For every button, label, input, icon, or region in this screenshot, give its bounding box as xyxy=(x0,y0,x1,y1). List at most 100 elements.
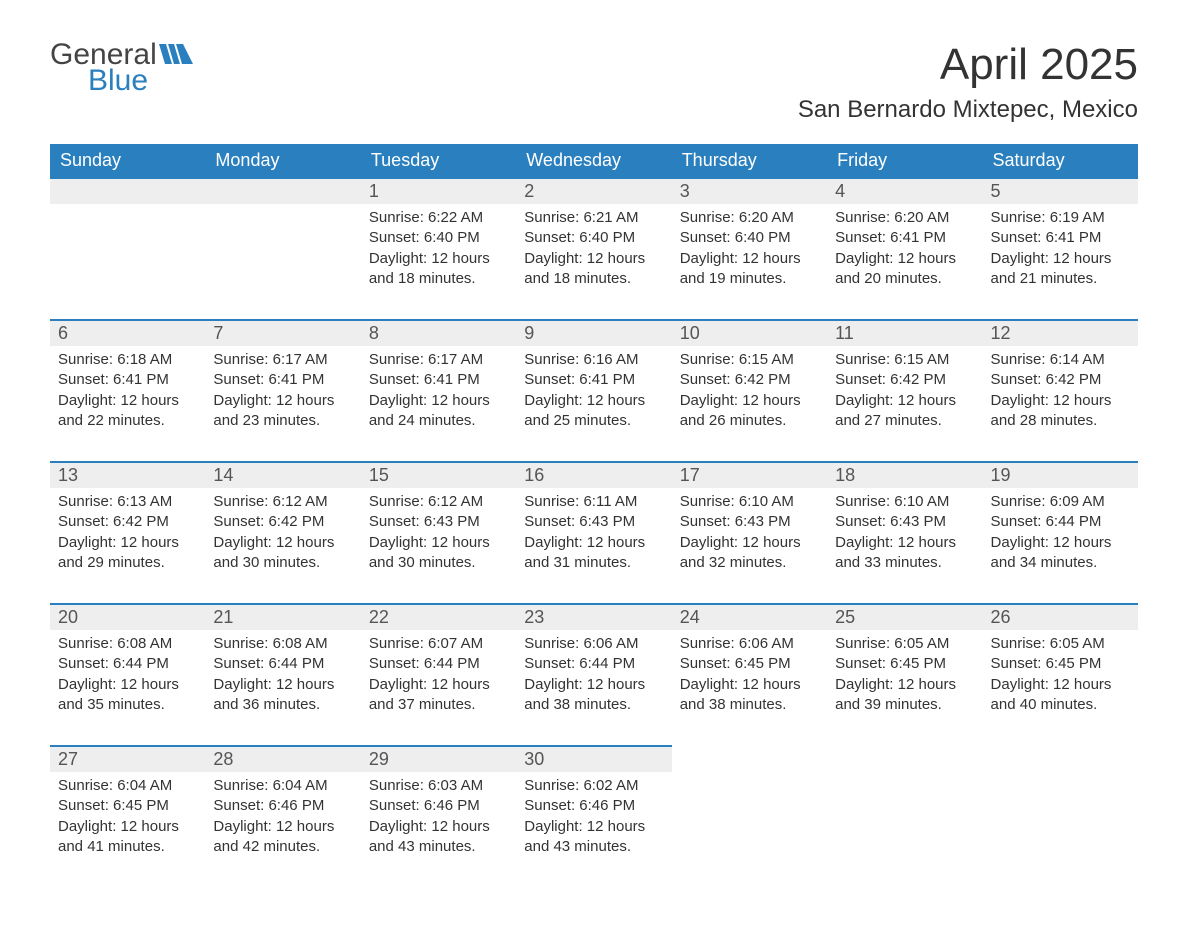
day-number: 25 xyxy=(827,603,982,630)
day-sunset: Sunset: 6:46 PM xyxy=(524,796,663,816)
day-daylight1: Daylight: 12 hours xyxy=(991,391,1130,411)
day-daylight2: and 36 minutes. xyxy=(213,695,352,715)
calendar-cell: 10Sunrise: 6:15 AMSunset: 6:42 PMDayligh… xyxy=(672,319,827,461)
day-sunset: Sunset: 6:44 PM xyxy=(369,654,508,674)
day-content: Sunrise: 6:09 AMSunset: 6:44 PMDaylight:… xyxy=(983,488,1138,581)
day-sunset: Sunset: 6:46 PM xyxy=(213,796,352,816)
day-daylight2: and 30 minutes. xyxy=(213,553,352,573)
day-daylight2: and 20 minutes. xyxy=(835,269,974,289)
day-number: 7 xyxy=(205,319,360,346)
header: General Blue April 2025 San Bernardo Mix… xyxy=(50,40,1138,124)
day-daylight1: Daylight: 12 hours xyxy=(369,391,508,411)
day-number: 29 xyxy=(361,745,516,772)
day-daylight2: and 26 minutes. xyxy=(680,411,819,431)
day-sunset: Sunset: 6:45 PM xyxy=(991,654,1130,674)
day-content: Sunrise: 6:14 AMSunset: 6:42 PMDaylight:… xyxy=(983,346,1138,439)
day-daylight1: Daylight: 12 hours xyxy=(835,391,974,411)
day-daylight1: Daylight: 12 hours xyxy=(369,533,508,553)
day-number: 27 xyxy=(50,745,205,772)
day-number: 20 xyxy=(50,603,205,630)
day-daylight2: and 38 minutes. xyxy=(680,695,819,715)
day-daylight2: and 39 minutes. xyxy=(835,695,974,715)
day-daylight2: and 29 minutes. xyxy=(58,553,197,573)
day-daylight1: Daylight: 12 hours xyxy=(213,675,352,695)
day-daylight2: and 37 minutes. xyxy=(369,695,508,715)
day-daylight1: Daylight: 12 hours xyxy=(369,817,508,837)
day-sunrise: Sunrise: 6:22 AM xyxy=(369,208,508,228)
day-content: Sunrise: 6:02 AMSunset: 6:46 PMDaylight:… xyxy=(516,772,671,865)
calendar-cell: 4Sunrise: 6:20 AMSunset: 6:41 PMDaylight… xyxy=(827,177,982,319)
day-daylight1: Daylight: 12 hours xyxy=(369,249,508,269)
calendar-cell: 25Sunrise: 6:05 AMSunset: 6:45 PMDayligh… xyxy=(827,603,982,745)
calendar-cell: 23Sunrise: 6:06 AMSunset: 6:44 PMDayligh… xyxy=(516,603,671,745)
day-daylight2: and 25 minutes. xyxy=(524,411,663,431)
day-sunrise: Sunrise: 6:21 AM xyxy=(524,208,663,228)
day-sunrise: Sunrise: 6:19 AM xyxy=(991,208,1130,228)
day-sunrise: Sunrise: 6:11 AM xyxy=(524,492,663,512)
day-sunrise: Sunrise: 6:20 AM xyxy=(835,208,974,228)
calendar-cell: 27Sunrise: 6:04 AMSunset: 6:45 PMDayligh… xyxy=(50,745,205,887)
day-sunrise: Sunrise: 6:02 AM xyxy=(524,776,663,796)
day-daylight1: Daylight: 12 hours xyxy=(213,533,352,553)
day-sunset: Sunset: 6:46 PM xyxy=(369,796,508,816)
day-sunrise: Sunrise: 6:20 AM xyxy=(680,208,819,228)
day-daylight1: Daylight: 12 hours xyxy=(524,533,663,553)
calendar-cell: 28Sunrise: 6:04 AMSunset: 6:46 PMDayligh… xyxy=(205,745,360,887)
day-sunrise: Sunrise: 6:06 AM xyxy=(524,634,663,654)
day-daylight2: and 21 minutes. xyxy=(991,269,1130,289)
day-daylight2: and 31 minutes. xyxy=(524,553,663,573)
day-content: Sunrise: 6:07 AMSunset: 6:44 PMDaylight:… xyxy=(361,630,516,723)
calendar-cell: 17Sunrise: 6:10 AMSunset: 6:43 PMDayligh… xyxy=(672,461,827,603)
calendar-cell: 9Sunrise: 6:16 AMSunset: 6:41 PMDaylight… xyxy=(516,319,671,461)
calendar-cell: 6Sunrise: 6:18 AMSunset: 6:41 PMDaylight… xyxy=(50,319,205,461)
day-sunrise: Sunrise: 6:15 AM xyxy=(835,350,974,370)
day-daylight1: Daylight: 12 hours xyxy=(524,249,663,269)
day-daylight2: and 35 minutes. xyxy=(58,695,197,715)
calendar-cell: 24Sunrise: 6:06 AMSunset: 6:45 PMDayligh… xyxy=(672,603,827,745)
day-content: Sunrise: 6:04 AMSunset: 6:46 PMDaylight:… xyxy=(205,772,360,865)
day-number: 8 xyxy=(361,319,516,346)
day-daylight1: Daylight: 12 hours xyxy=(524,817,663,837)
day-number: 26 xyxy=(983,603,1138,630)
day-number: 11 xyxy=(827,319,982,346)
weekday-header: Thursday xyxy=(672,144,827,177)
day-sunset: Sunset: 6:45 PM xyxy=(835,654,974,674)
day-daylight1: Daylight: 12 hours xyxy=(58,817,197,837)
day-number xyxy=(983,745,1138,771)
day-content: Sunrise: 6:11 AMSunset: 6:43 PMDaylight:… xyxy=(516,488,671,581)
day-content: Sunrise: 6:08 AMSunset: 6:44 PMDaylight:… xyxy=(50,630,205,723)
weekday-header: Friday xyxy=(827,144,982,177)
weekday-header: Tuesday xyxy=(361,144,516,177)
day-daylight2: and 24 minutes. xyxy=(369,411,508,431)
day-sunrise: Sunrise: 6:04 AM xyxy=(213,776,352,796)
day-sunrise: Sunrise: 6:12 AM xyxy=(213,492,352,512)
day-sunrise: Sunrise: 6:09 AM xyxy=(991,492,1130,512)
calendar-cell: 19Sunrise: 6:09 AMSunset: 6:44 PMDayligh… xyxy=(983,461,1138,603)
calendar-cell-empty xyxy=(672,745,827,887)
day-sunset: Sunset: 6:43 PM xyxy=(369,512,508,532)
day-number: 23 xyxy=(516,603,671,630)
day-daylight2: and 34 minutes. xyxy=(991,553,1130,573)
day-sunset: Sunset: 6:42 PM xyxy=(213,512,352,532)
calendar-cell: 12Sunrise: 6:14 AMSunset: 6:42 PMDayligh… xyxy=(983,319,1138,461)
calendar-cell: 15Sunrise: 6:12 AMSunset: 6:43 PMDayligh… xyxy=(361,461,516,603)
calendar-cell: 3Sunrise: 6:20 AMSunset: 6:40 PMDaylight… xyxy=(672,177,827,319)
day-content: Sunrise: 6:17 AMSunset: 6:41 PMDaylight:… xyxy=(361,346,516,439)
day-sunset: Sunset: 6:41 PM xyxy=(58,370,197,390)
day-daylight1: Daylight: 12 hours xyxy=(835,675,974,695)
logo-flag-icon xyxy=(159,40,193,70)
day-sunrise: Sunrise: 6:05 AM xyxy=(991,634,1130,654)
day-daylight2: and 23 minutes. xyxy=(213,411,352,431)
day-daylight2: and 33 minutes. xyxy=(835,553,974,573)
day-sunrise: Sunrise: 6:06 AM xyxy=(680,634,819,654)
day-daylight1: Daylight: 12 hours xyxy=(369,675,508,695)
day-sunrise: Sunrise: 6:16 AM xyxy=(524,350,663,370)
day-number: 12 xyxy=(983,319,1138,346)
day-daylight2: and 18 minutes. xyxy=(369,269,508,289)
day-number xyxy=(50,177,205,204)
day-content: Sunrise: 6:12 AMSunset: 6:43 PMDaylight:… xyxy=(361,488,516,581)
day-sunrise: Sunrise: 6:15 AM xyxy=(680,350,819,370)
day-content: Sunrise: 6:08 AMSunset: 6:44 PMDaylight:… xyxy=(205,630,360,723)
day-sunset: Sunset: 6:44 PM xyxy=(58,654,197,674)
weekday-header: Sunday xyxy=(50,144,205,177)
